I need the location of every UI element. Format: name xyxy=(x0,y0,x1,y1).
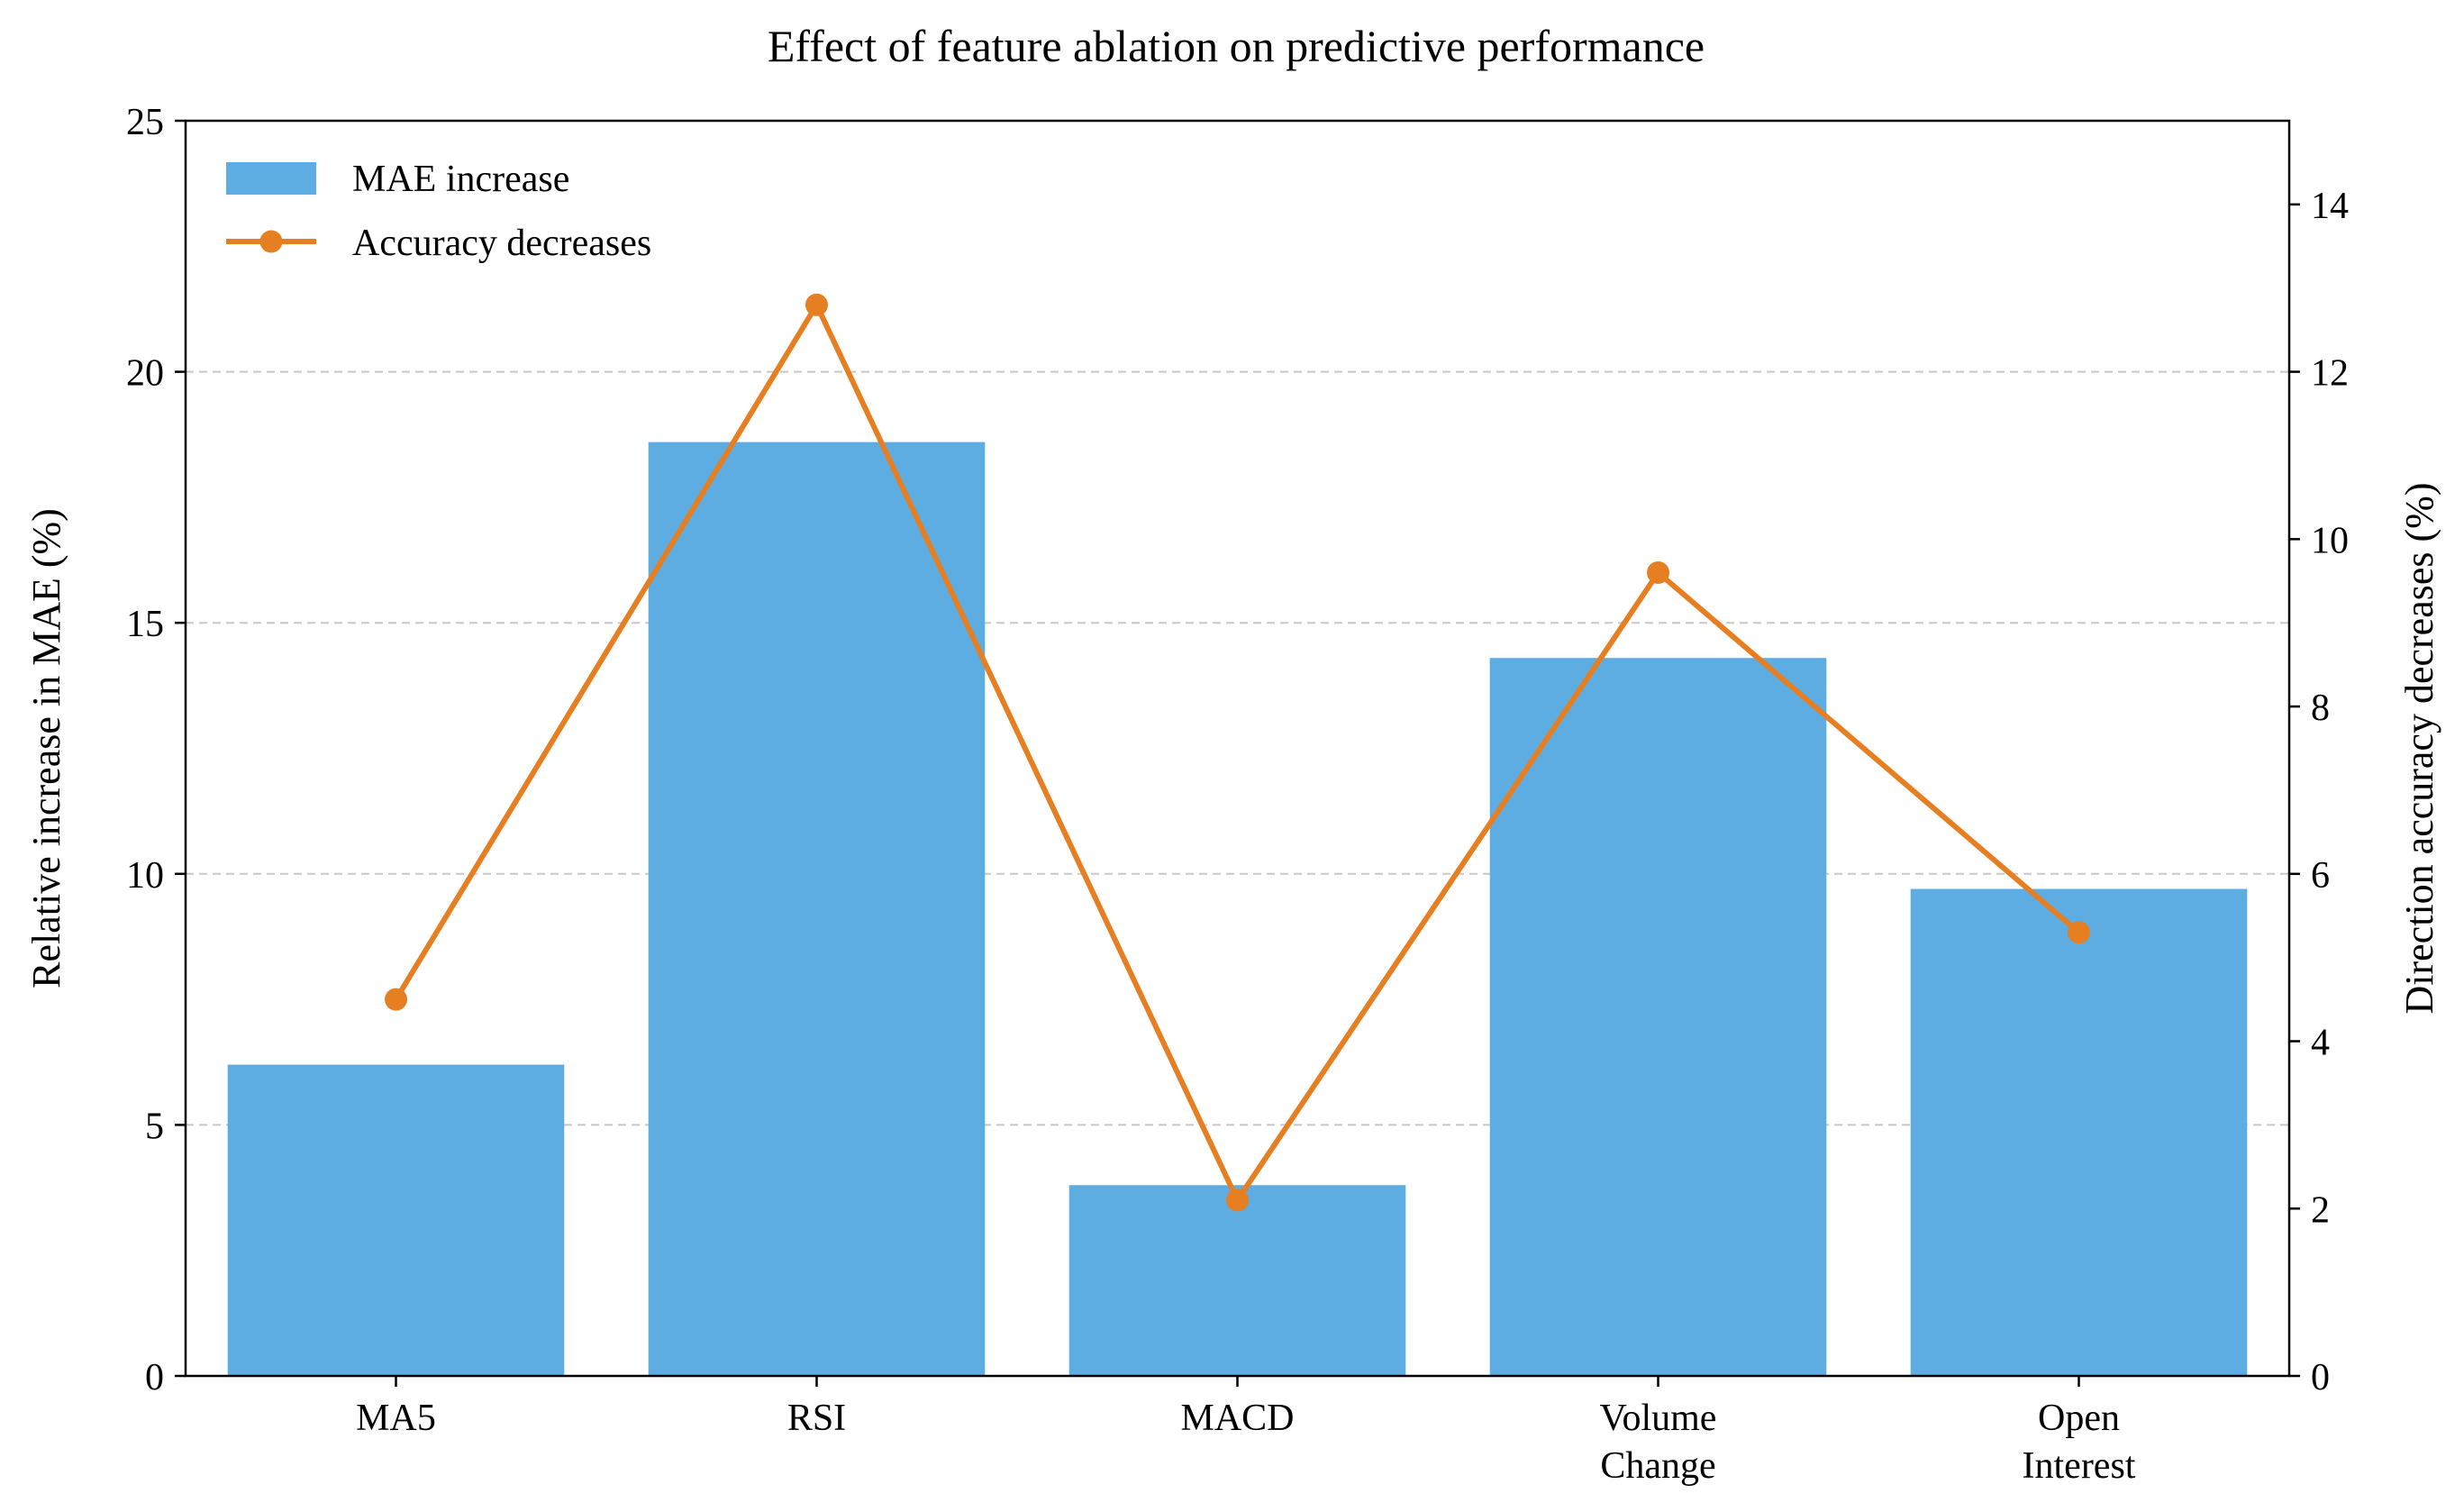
right-tick-label: 4 xyxy=(2311,1023,2330,1064)
legend-layer: MAE increase Accuracy decreases xyxy=(226,159,651,264)
right-tick-label: 8 xyxy=(2311,688,2330,729)
accuracy-point-0 xyxy=(385,988,407,1011)
chart-title: Effect of feature ablation on predictive… xyxy=(768,21,1705,71)
legend-label-mae: MAE increase xyxy=(352,159,569,200)
accuracy-point-1 xyxy=(805,293,828,316)
bar-3 xyxy=(1489,658,1827,1376)
accuracy-point-4 xyxy=(2068,921,2090,944)
legend-swatch-accuracy-marker xyxy=(259,230,283,253)
x-tick-label: MA5 xyxy=(356,1398,436,1439)
right-tick-label: 10 xyxy=(2311,520,2349,561)
x-tick-label: Open Interest xyxy=(2023,1398,2136,1487)
accuracy-point-2 xyxy=(1226,1189,1249,1212)
legend-swatch-mae xyxy=(226,162,316,195)
legend-label-accuracy: Accuracy decreases xyxy=(352,223,651,264)
right-tick-label: 14 xyxy=(2311,186,2349,227)
bar-2 xyxy=(1068,1185,1406,1376)
axis-layer: 0 5 10 15 20 25 0 2 4 6 8 10 12 14 MA5 RSI MACD Volume Cha… xyxy=(24,102,2441,1487)
y-axis-label: Relative increase in MAE (%) xyxy=(24,508,68,988)
x-tick-label: MACD xyxy=(1180,1398,1294,1439)
x-tick-label: RSI xyxy=(787,1398,846,1439)
bar-0 xyxy=(227,1064,565,1376)
y-axis-label-right: Direction accuracy decreases (%) xyxy=(2397,483,2441,1015)
bar-4 xyxy=(1910,888,2248,1376)
line-layer xyxy=(385,293,2090,1212)
right-tick-label: 12 xyxy=(2311,353,2349,395)
left-tick-label: 20 xyxy=(126,353,164,395)
left-tick-label: 0 xyxy=(145,1357,164,1398)
right-tick-label: 6 xyxy=(2311,855,2330,897)
bar-1 xyxy=(648,442,986,1376)
bar-layer xyxy=(227,442,2248,1376)
right-tick-label: 0 xyxy=(2311,1357,2330,1398)
x-tick-label: Volume Change xyxy=(1600,1398,1717,1487)
left-tick-label: 15 xyxy=(126,604,164,645)
right-tick-label: 2 xyxy=(2311,1189,2330,1231)
left-tick-label: 5 xyxy=(145,1106,164,1147)
left-tick-label: 10 xyxy=(126,855,164,897)
left-tick-label: 25 xyxy=(126,102,164,143)
accuracy-point-3 xyxy=(1647,560,1669,584)
